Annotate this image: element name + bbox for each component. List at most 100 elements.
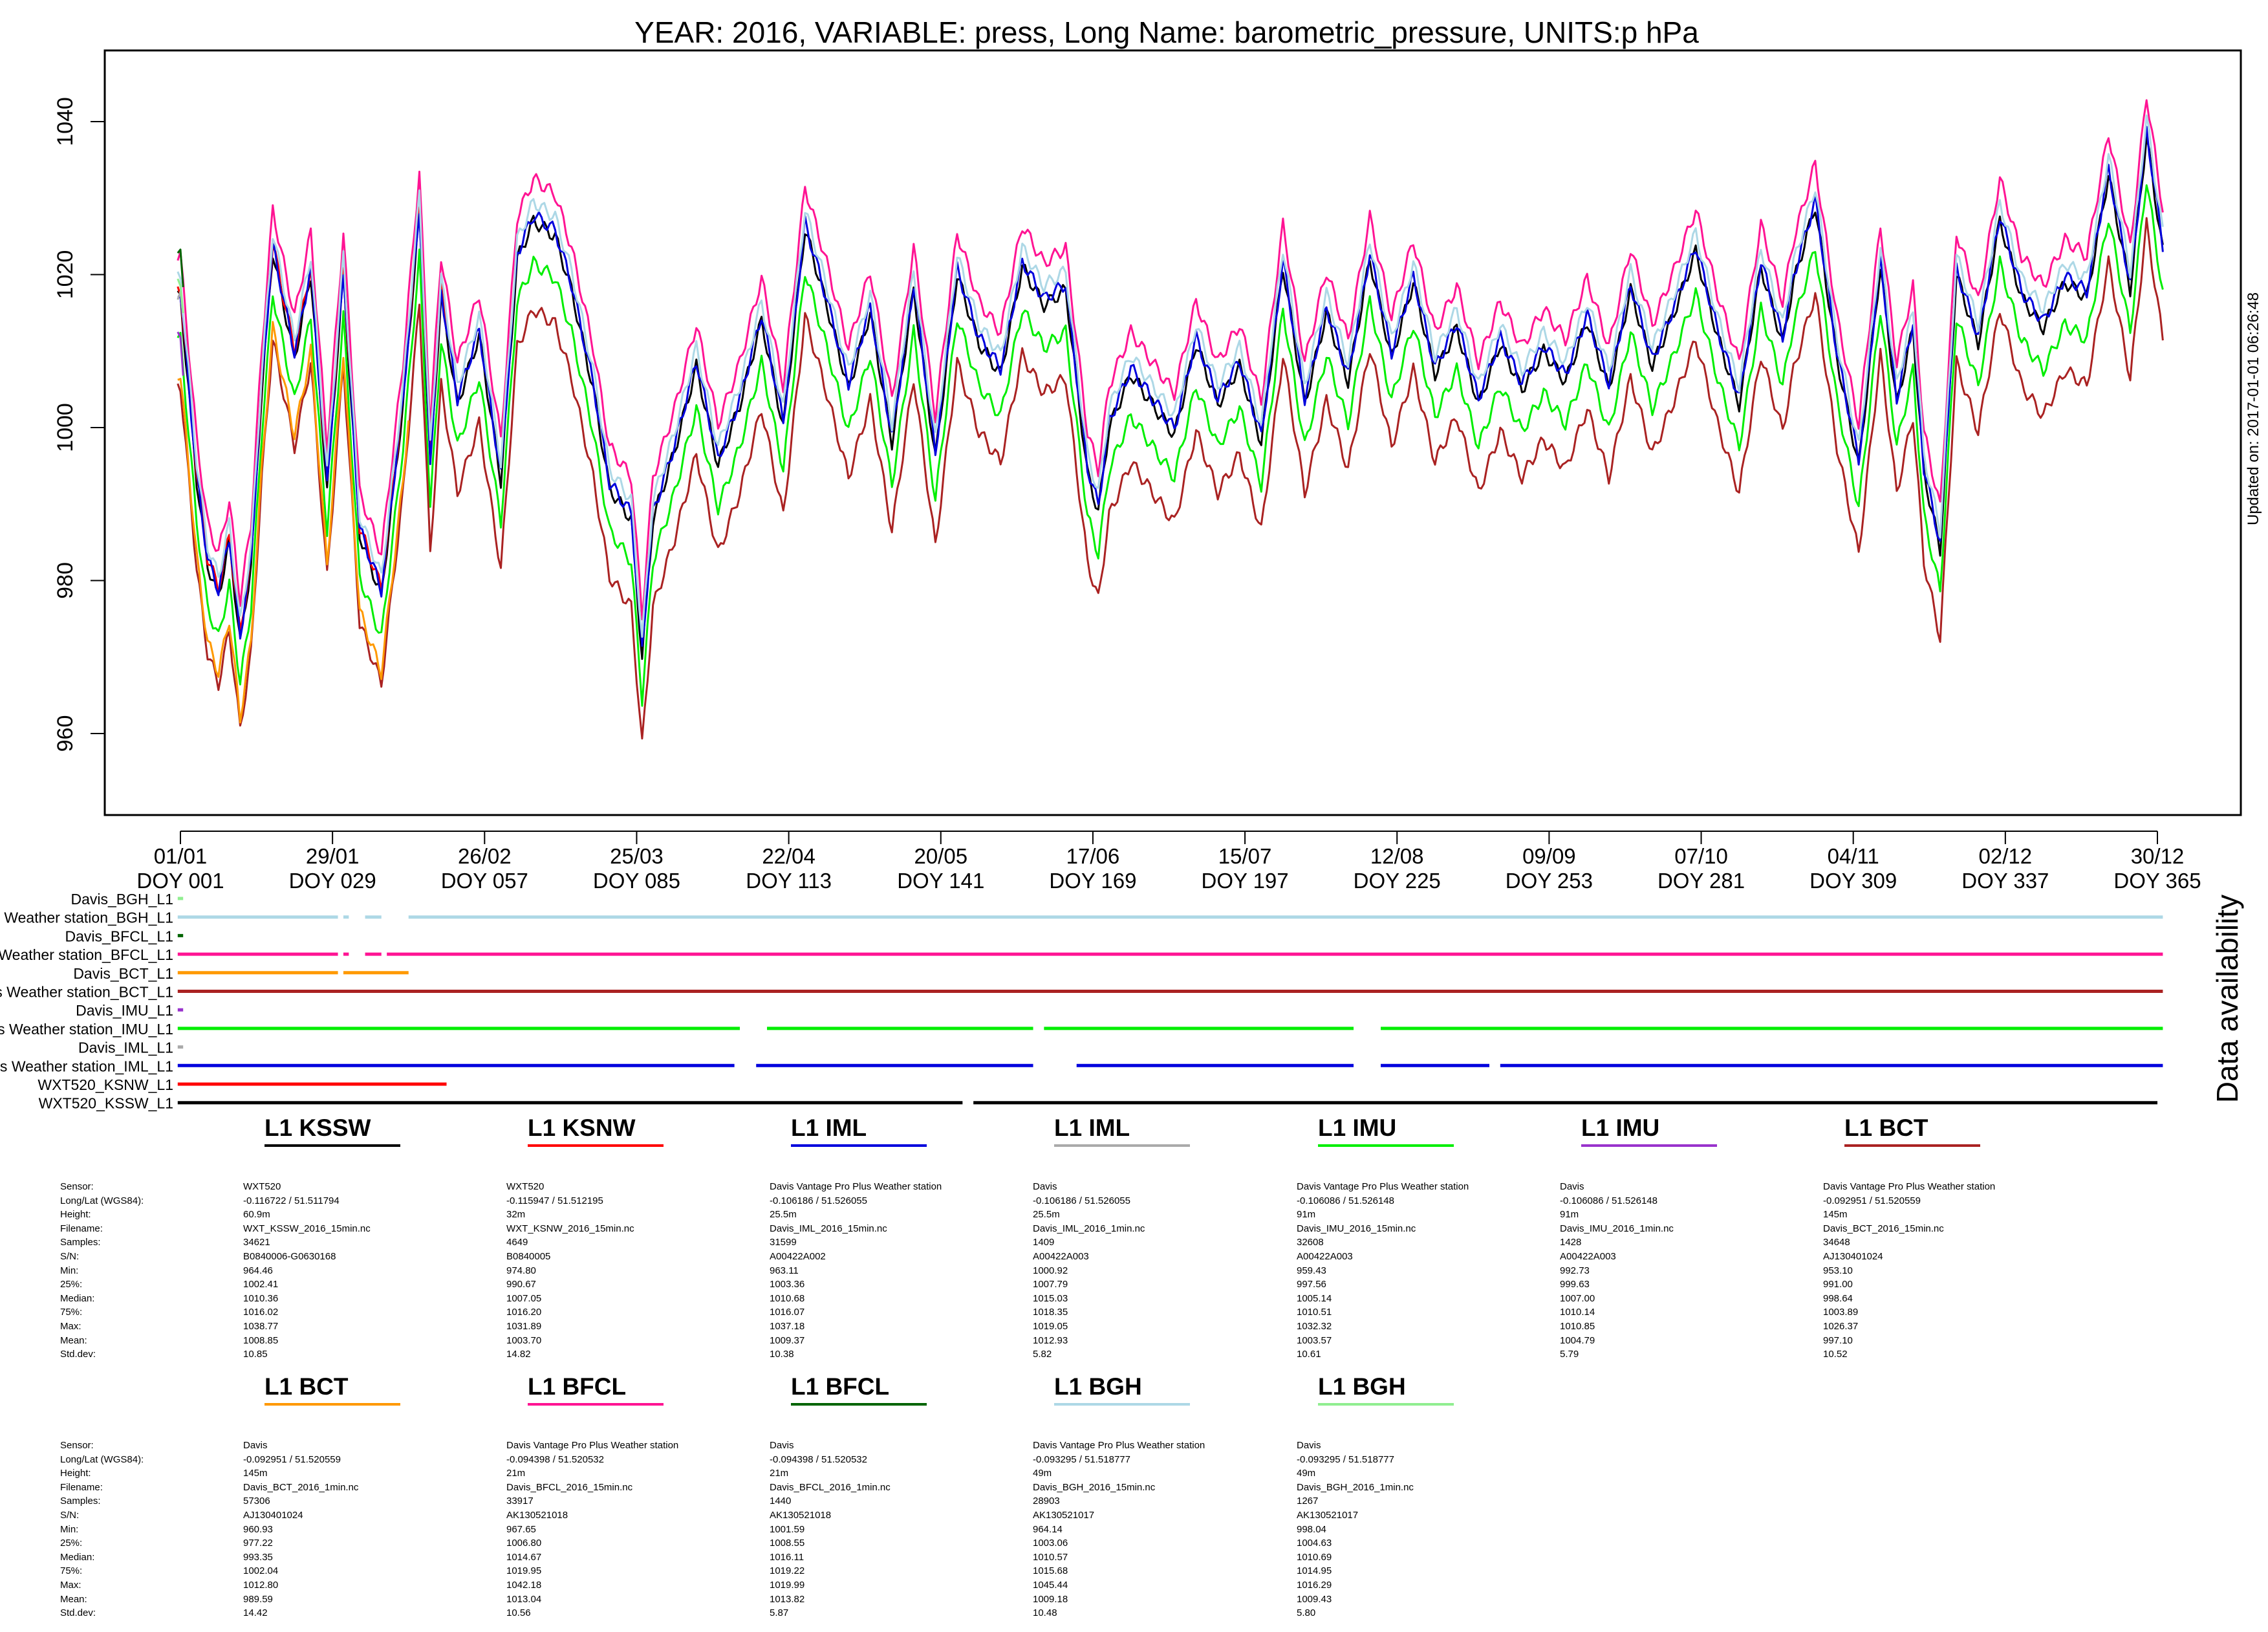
station-value: 1016.20 — [506, 1307, 542, 1318]
station-value: B0840006-G0630168 — [243, 1250, 336, 1262]
availability-label: Davis Weather station_BFCL_L1 — [0, 946, 173, 963]
station-value: 1010.51 — [1297, 1307, 1332, 1318]
station-title: L1 BGH — [1318, 1373, 1406, 1400]
station-color-underline — [1054, 1144, 1190, 1147]
plot-frame — [103, 49, 2242, 816]
station-value: Davis_IMU_2016_1min.nc — [1560, 1223, 1674, 1234]
station-value: Davis — [1297, 1440, 1321, 1451]
station-value: 10.52 — [1823, 1349, 1848, 1360]
station-values: Davis Vantage Pro Plus Weather station -0… — [506, 1439, 678, 1620]
station-value: 10.38 — [770, 1349, 794, 1360]
station-color-underline — [528, 1403, 664, 1406]
y-tick-label: 1000 — [53, 403, 78, 452]
x-tick-doy: DOY 337 — [1961, 869, 2049, 893]
availability-label: Davis Weather station_BGH_L1 — [0, 909, 173, 926]
station-title: L1 BCT — [265, 1373, 349, 1400]
station-value: 1008.55 — [770, 1538, 805, 1549]
station-values: WXT520 -0.115947 / 51.512195 32m WXT_KSNW_2… — [506, 1180, 634, 1362]
station-color-underline — [1844, 1144, 1980, 1147]
station-value: Davis — [1560, 1181, 1584, 1192]
station-value: 1010.14 — [1560, 1307, 1595, 1318]
x-tick-doy: DOY 001 — [136, 869, 224, 893]
station-value: 1015.03 — [1033, 1292, 1068, 1304]
station-value: 10.61 — [1297, 1349, 1321, 1360]
station-value: 964.14 — [1033, 1523, 1063, 1535]
station-value: A00422A003 — [1033, 1250, 1089, 1262]
station-value: 5.79 — [1560, 1349, 1579, 1360]
availability-label: WXT520_KSSW_L1 — [39, 1095, 173, 1112]
station-value: 1016.11 — [770, 1551, 805, 1563]
station-title: L1 IMU — [1581, 1115, 1660, 1141]
station-value: Davis — [770, 1440, 794, 1451]
x-tick-doy: DOY 141 — [897, 869, 984, 893]
series-group — [177, 99, 2164, 740]
station-value: Davis_BGH_2016_15min.nc — [1033, 1481, 1156, 1493]
station-color-underline — [1318, 1144, 1454, 1147]
station-value: 1006.80 — [506, 1538, 542, 1549]
stat-label: 75%: — [60, 1307, 83, 1318]
station-value: 1007.79 — [1033, 1279, 1068, 1290]
station-value: 145m — [1823, 1209, 1848, 1221]
station-value: AJ130401024 — [243, 1509, 303, 1521]
station-value: Davis Vantage Pro Plus Weather station — [770, 1181, 942, 1192]
x-tick-doy: DOY 365 — [2113, 869, 2201, 893]
station-value: 1409 — [1033, 1237, 1055, 1248]
series-line — [177, 248, 184, 288]
station-color-underline — [265, 1144, 400, 1147]
stat-label: Samples: — [60, 1496, 101, 1507]
station-value: 32608 — [1297, 1237, 1324, 1248]
x-tick-date: 12/08 — [1370, 844, 1424, 868]
station-value: 974.80 — [506, 1265, 536, 1276]
station-value: 10.85 — [243, 1349, 268, 1360]
station-value: 1004.79 — [1560, 1334, 1595, 1346]
station-title: L1 IML — [791, 1115, 867, 1141]
station-value: Davis Vantage Pro Plus Weather station — [1823, 1181, 1996, 1192]
series-line — [177, 331, 184, 376]
station-value: -0.106086 / 51.526148 — [1560, 1195, 1658, 1206]
x-tick-date: 20/05 — [914, 844, 967, 868]
station-value: Davis — [1033, 1181, 1057, 1192]
series-line — [177, 125, 2164, 647]
station-value: AK130521017 — [1297, 1509, 1359, 1521]
station-value: 990.67 — [506, 1279, 536, 1290]
station-value: AJ130401024 — [1823, 1250, 1883, 1262]
station-value: Davis_BFCL_2016_15min.nc — [506, 1481, 633, 1493]
station-color-underline — [1318, 1403, 1454, 1406]
station-values: Davis -0.092951 / 51.520559 145m Davis_BCT_… — [243, 1439, 358, 1620]
x-tick-date: 29/01 — [306, 844, 360, 868]
station-value: 49m — [1033, 1468, 1052, 1479]
station-value: 60.9m — [243, 1209, 270, 1221]
station-title: L1 BFCL — [791, 1373, 890, 1400]
availability-label: Davis_IMU_L1 — [76, 1002, 173, 1019]
station-value: 960.93 — [243, 1523, 273, 1535]
station-value: 1010.69 — [1297, 1551, 1332, 1563]
station-value: -0.106186 / 51.526055 — [1033, 1195, 1130, 1206]
station-values: WXT520 -0.116722 / 51.511794 60.9m WXT_KSSW… — [243, 1180, 371, 1362]
station-values: Davis -0.106086 / 51.526148 91m Davis_IMU_2… — [1560, 1180, 1674, 1362]
station-value: 992.73 — [1560, 1265, 1590, 1276]
station-value: 1428 — [1560, 1237, 1582, 1248]
station-value: Davis_BFCL_2016_1min.nc — [770, 1481, 891, 1493]
availability-label: Davis Weather station_IMU_L1 — [0, 1021, 173, 1038]
station-value: 33917 — [506, 1496, 534, 1507]
y-tick-label: 1020 — [53, 250, 78, 299]
station-value: 997.56 — [1297, 1279, 1326, 1290]
station-value: 28903 — [1033, 1496, 1060, 1507]
x-tick-doy: DOY 197 — [1201, 869, 1288, 893]
stat-label: Sensor: — [60, 1440, 94, 1451]
station-values: Davis -0.094398 / 51.520532 21m Davis_BFCL_… — [770, 1439, 891, 1620]
stat-label: Sensor: — [60, 1181, 94, 1192]
stat-label: 25%: — [60, 1538, 83, 1549]
station-value: 1007.00 — [1560, 1292, 1595, 1304]
x-tick-date: 26/02 — [458, 844, 512, 868]
station-color-underline — [528, 1144, 664, 1147]
x-tick-date: 02/12 — [1979, 844, 2033, 868]
station-value: 997.10 — [1823, 1334, 1853, 1346]
station-value: 1008.85 — [243, 1334, 279, 1346]
station-values: Davis Vantage Pro Plus Weather station -0… — [1297, 1180, 1469, 1362]
station-value: 1267 — [1297, 1496, 1319, 1507]
station-value: 91m — [1297, 1209, 1316, 1221]
station-value: 1042.18 — [506, 1579, 542, 1591]
station-values: Davis Vantage Pro Plus Weather station -0… — [770, 1180, 942, 1362]
station-value: WXT_KSNW_2016_15min.nc — [506, 1223, 634, 1234]
